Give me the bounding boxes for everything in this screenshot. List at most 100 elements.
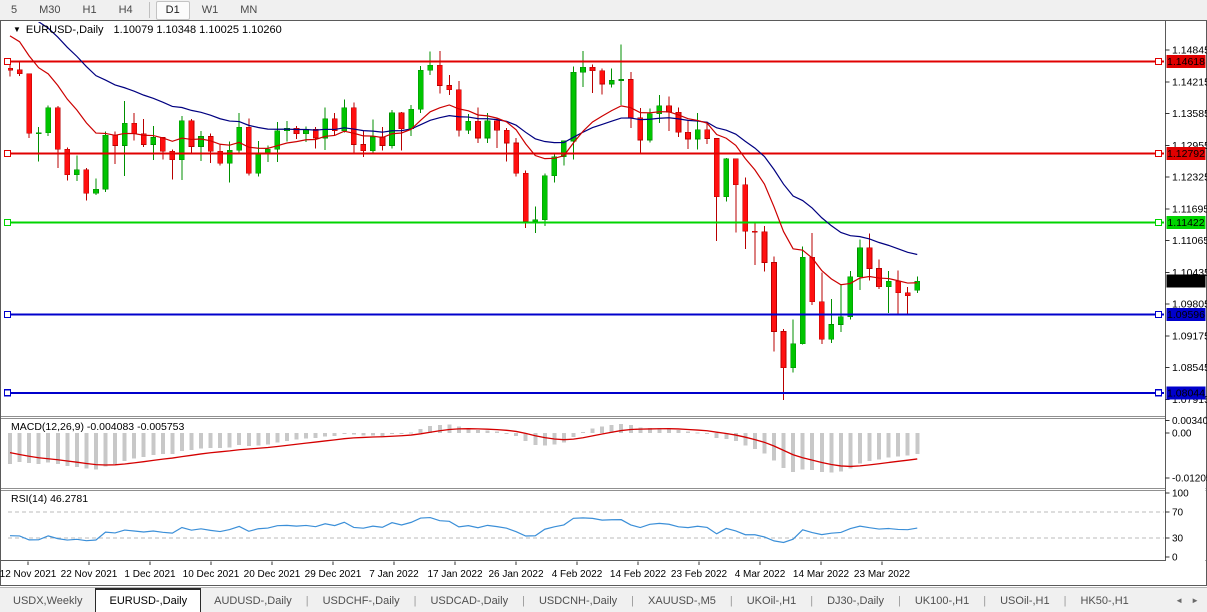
line-anchor-handle[interactable] (3, 149, 12, 158)
line-anchor-handle[interactable] (3, 218, 12, 227)
timeframe-button-w1[interactable]: W1 (201, 3, 219, 16)
rsi-panel-surface[interactable] (8, 491, 1164, 559)
price-badge-1.11422 (1166, 216, 1206, 230)
toolbar-divider (148, 2, 150, 18)
chart-tab-uk100-h1[interactable]: UK100-,H1 (914, 594, 970, 607)
price-badge-1.09596 (1166, 308, 1206, 322)
timeframe-button-m30[interactable]: M30 (39, 3, 61, 16)
chart-tab-eurusd-daily[interactable]: EURUSD-,Daily (95, 588, 202, 612)
axis-tick-label: 1.14215 (1172, 76, 1207, 88)
line-anchor-handle[interactable] (1154, 218, 1163, 227)
axis-tick-label: 0 (1172, 553, 1178, 564)
date-tick-label: 20 Dec 2021 (244, 569, 301, 580)
axis-tick-label: 0.003408 (1172, 416, 1207, 427)
tab-scroll-right-icon[interactable]: ► (1191, 596, 1199, 605)
chart-tab-usdcnh-daily[interactable]: USDCNH-,Daily (538, 594, 618, 607)
timeframe-button-h1[interactable]: H1 (82, 3, 97, 16)
date-tick-label: 4 Feb 2022 (552, 569, 603, 580)
tab-divider: | (305, 594, 309, 607)
chart-tab-hk50-h1[interactable]: HK50-,H1 (1080, 594, 1129, 607)
axis-tick-label: 1.13585 (1172, 108, 1207, 120)
line-anchor-handle[interactable] (1154, 389, 1163, 397)
macd-signal-line (9, 428, 918, 468)
last-price-badge (1166, 274, 1206, 288)
price-axis-scale[interactable] (1166, 21, 1207, 561)
tab-divider: | (983, 594, 987, 607)
date-tick-label: 4 Mar 2022 (735, 569, 786, 580)
date-tick-label: 1 Dec 2021 (124, 569, 176, 580)
main-chart-surface[interactable] (8, 22, 1164, 415)
line-anchor-handle[interactable] (1154, 311, 1163, 319)
axis-tick-label: 1.12325 (1172, 172, 1207, 184)
price-badge-1.12792 (1166, 146, 1206, 160)
timeframe-button-5[interactable]: 5 (11, 3, 18, 16)
price-badge-1.14618-text: 1.14618 (1167, 56, 1205, 68)
date-tick-label: 10 Dec 2021 (183, 569, 240, 580)
date-tick-label: 12 Nov 2021 (0, 569, 57, 580)
chart-tab-usoil-h1[interactable]: USOil-,H1 (1000, 594, 1050, 607)
tab-divider: | (810, 594, 814, 607)
tab-divider: | (631, 594, 635, 607)
tab-divider: | (729, 594, 733, 607)
tab-divider: | (1063, 594, 1067, 607)
price-badge-1.11422-text: 1.11422 (1167, 217, 1204, 229)
chart-window: 1.148451.142151.135851.129551.123251.116… (0, 20, 1207, 587)
axis-tick-label: 100 (1172, 489, 1189, 500)
chart-tab-ukoil-h1[interactable]: UKOil-,H1 (746, 594, 797, 607)
date-tick-label: 26 Jan 2022 (488, 569, 543, 580)
timeframe-button-h4[interactable]: H4 (118, 3, 133, 16)
line-anchor-handle[interactable] (3, 57, 12, 66)
candlestick-series (8, 44, 921, 401)
date-tick-label: 17 Jan 2022 (427, 569, 482, 580)
chart-tab-xauusd-m5[interactable]: XAUUSD-,M5 (648, 594, 716, 607)
chart-canvas[interactable]: 1.148451.142151.135851.129551.123251.116… (0, 20, 1207, 587)
chart-tab-usdcad-daily[interactable]: USDCAD-,Daily (430, 594, 509, 607)
date-tick-label: 22 Nov 2021 (61, 569, 118, 580)
date-tick-label: 14 Mar 2022 (793, 569, 850, 580)
date-tick-label: 29 Dec 2021 (305, 569, 362, 580)
chart-tab-audusd-daily[interactable]: AUDUSD-,Daily (214, 594, 292, 607)
axis-tick-label: 1.14845 (1172, 45, 1207, 57)
rsi-line (9, 516, 918, 544)
tab-divider: | (522, 594, 525, 607)
price-badge-1.08044-text: 1.08044 (1167, 387, 1205, 399)
tab-divider: | (897, 594, 901, 607)
chart-tab-usdx-weekly[interactable]: USDX,Weekly (13, 594, 83, 607)
line-anchor-handle[interactable] (1154, 149, 1163, 158)
timeframe-button-mn[interactable]: MN (240, 3, 258, 16)
axis-tick-label: 30 (1172, 533, 1184, 544)
chart-tab-dj30-daily[interactable]: DJ30-,Daily (827, 594, 884, 607)
tab-divider: | (413, 594, 417, 607)
date-tick-label: 14 Feb 2022 (610, 569, 667, 580)
axis-tick-label: 1.08545 (1172, 362, 1207, 374)
price-badge-1.08044 (1166, 386, 1206, 400)
tab-bar: USDX,Weekly EURUSD-,Daily AUDUSD-,Daily | US… (0, 587, 1207, 612)
axis-tick-label: -0.01205 (1172, 473, 1207, 484)
price-badge-1.14618 (1166, 54, 1206, 68)
date-tick-label: 23 Mar 2022 (854, 569, 911, 580)
axis-tick-label: 1.09805 (1172, 299, 1207, 311)
axis-tick-label: 1.09175 (1172, 330, 1207, 342)
axis-tick-label: 1.11065 (1172, 235, 1207, 247)
date-tick-label: 23 Feb 2022 (671, 569, 728, 580)
price-badge-1.12792-text: 1.12792 (1167, 148, 1205, 160)
line-anchor-handle[interactable] (1154, 57, 1163, 66)
axis-tick-label: 0.00 (1172, 429, 1192, 440)
date-axis-scale[interactable] (1, 561, 1166, 585)
date-tick-label: 7 Jan 2022 (369, 569, 419, 580)
slow-ma-line (37, 22, 918, 256)
axis-tick-label: 70 (1172, 508, 1184, 519)
tab-scroll-left-icon[interactable]: ◄ (1175, 596, 1184, 605)
last-price-badge-text: 1.10260 (1167, 276, 1205, 288)
timeframe-toolbar: 5 M30 H1 H4 D1 W1 MN (0, 0, 1207, 21)
axis-tick-label: 1.11695 (1172, 203, 1207, 215)
chart-tab-usdchf-daily[interactable]: USDCHF-,Daily (322, 594, 400, 607)
price-badge-1.09596-text: 1.09596 (1167, 309, 1205, 321)
line-anchor-handle[interactable] (3, 389, 12, 397)
macd-panel-surface[interactable] (8, 419, 1164, 487)
fast-ma-line (9, 35, 918, 286)
line-anchor-handle[interactable] (3, 311, 12, 319)
tab-scroll-arrows: ◄ ► (1175, 588, 1207, 612)
timeframe-button-d1[interactable]: D1 (155, 0, 190, 20)
